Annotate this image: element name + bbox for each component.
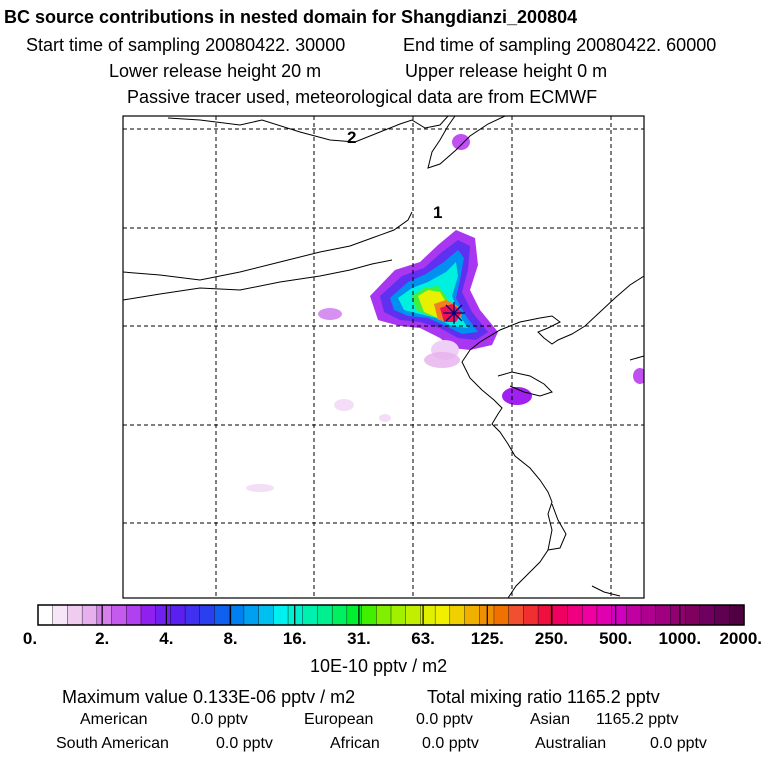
color-bar-swatch xyxy=(199,604,216,626)
color-bar-swatch xyxy=(361,604,377,626)
region-european-value: 0.0 pptv xyxy=(416,711,473,728)
patch-faint-3 xyxy=(379,414,391,422)
total-mixing-ratio: Total mixing ratio 1165.2 pptv xyxy=(427,687,660,707)
map-frame xyxy=(122,115,645,599)
color-bar-tick-label: 16. xyxy=(283,629,307,648)
region-african-value: 0.0 pptv xyxy=(422,735,479,752)
color-bar-tick-label: 31. xyxy=(347,629,371,648)
region-australian-name: Australian xyxy=(535,735,607,752)
grid-lines xyxy=(123,116,644,598)
color-bar xyxy=(37,604,745,626)
color-bar-tick-label: 63. xyxy=(411,629,435,648)
region-asian-value: 1165.2 pptv xyxy=(596,711,679,728)
color-bar-swatch xyxy=(317,604,333,626)
color-bar-swatch xyxy=(714,604,730,626)
color-bar-swatch xyxy=(582,604,598,626)
color-bar-swatch xyxy=(81,604,98,626)
color-bar-swatch xyxy=(302,604,319,626)
patch-east-edge xyxy=(633,368,644,384)
start-time-label: Start time of sampling 20080422. 30000 xyxy=(26,35,346,55)
color-bar-swatch xyxy=(405,604,422,626)
plot-title: BC source contributions in nested domain… xyxy=(4,7,578,27)
color-bar-swatch xyxy=(626,604,642,626)
contour-label-2: 2 xyxy=(347,128,356,147)
color-bar-swatch xyxy=(523,604,539,626)
patch-faint-5 xyxy=(424,352,460,368)
color-bar-unit: 10E-10 pptv / m2 xyxy=(310,656,448,676)
region-african-name: African xyxy=(330,735,380,752)
color-bar-swatch xyxy=(464,604,480,626)
region-american-name: American xyxy=(80,711,148,728)
color-bar-swatch xyxy=(552,604,569,626)
color-bar-swatch xyxy=(346,604,363,626)
color-bar-swatch xyxy=(37,604,54,626)
color-bar-swatch xyxy=(655,604,672,626)
color-bar-swatch xyxy=(287,604,304,626)
color-bar-swatch xyxy=(449,604,466,626)
color-bar-swatch xyxy=(214,604,230,626)
color-bar-swatch xyxy=(170,604,186,626)
receptor-marker xyxy=(443,302,465,324)
color-bar-tick-label: 2. xyxy=(95,629,109,648)
color-bar-swatch xyxy=(670,604,686,626)
color-bar-swatch xyxy=(729,604,745,626)
color-bar-swatch xyxy=(52,604,69,626)
color-bar-swatch xyxy=(273,604,289,626)
color-bar-swatch xyxy=(111,604,127,626)
color-bar-swatch xyxy=(331,604,348,626)
color-bar-swatch xyxy=(434,604,451,626)
color-bar-tick-label: 500. xyxy=(599,629,632,648)
color-bar-tick-label: 2000. xyxy=(719,629,762,648)
color-bar-frame xyxy=(37,604,745,626)
color-bar-swatch xyxy=(508,604,524,626)
color-bar-swatch xyxy=(611,604,627,626)
patch-southeast xyxy=(502,387,532,405)
end-time-label: End time of sampling 20080422. 60000 xyxy=(403,35,717,55)
color-bar-swatch xyxy=(96,604,113,626)
color-bar-swatch xyxy=(596,604,613,626)
color-bar-tick-label: 4. xyxy=(159,629,173,648)
region-south-american-value: 0.0 pptv xyxy=(216,735,273,752)
color-bar-swatch xyxy=(493,604,510,626)
color-bar-ticks: 0. 2. 4. 8. 16. 31. 63. 125. 250. 500. 1000. 2000. xyxy=(23,605,762,648)
region-australian-value: 0.0 pptv xyxy=(650,735,707,752)
color-bar-swatch xyxy=(390,604,407,626)
region-european-name: European xyxy=(304,711,374,728)
lower-release-label: Lower release height 20 m xyxy=(109,61,322,81)
upper-release-label: Upper release height 0 m xyxy=(405,61,608,81)
patch-faint-4 xyxy=(246,484,274,492)
color-bar-swatch xyxy=(243,604,260,626)
color-bar-tick-label: 8. xyxy=(223,629,237,648)
color-bar-swatch xyxy=(376,604,392,626)
color-bar-tick-label: 0. xyxy=(23,629,37,648)
color-bar-swatch xyxy=(699,604,716,626)
patch-north xyxy=(452,134,470,150)
color-bar-swatch xyxy=(229,604,245,626)
maximum-value: Maximum value 0.133E-06 pptv / m2 xyxy=(62,687,356,707)
tracer-note: Passive tracer used, meteorological data… xyxy=(127,87,598,107)
region-south-american-name: South American xyxy=(56,735,169,752)
region-asian-name: Asian xyxy=(530,711,571,728)
color-bar-swatch xyxy=(567,604,583,626)
color-bar-swatch xyxy=(684,604,701,626)
color-bar-swatch xyxy=(126,604,142,626)
region-american-value: 0.0 pptv xyxy=(191,711,248,728)
patch-faint-2 xyxy=(334,399,354,411)
color-bar-swatch xyxy=(140,604,157,626)
coastlines xyxy=(123,116,644,598)
contour-label-1: 1 xyxy=(433,203,442,222)
color-bar-swatch xyxy=(184,604,201,626)
patch-west xyxy=(318,308,342,320)
color-bar-swatch xyxy=(155,604,171,626)
color-bar-tick-label: 250. xyxy=(535,629,568,648)
color-bar-swatch xyxy=(640,604,657,626)
color-bar-swatch xyxy=(258,604,274,626)
color-bar-swatch xyxy=(67,604,83,626)
color-bar-tick-label: 1000. xyxy=(659,629,702,648)
color-bar-tick-label: 125. xyxy=(471,629,504,648)
